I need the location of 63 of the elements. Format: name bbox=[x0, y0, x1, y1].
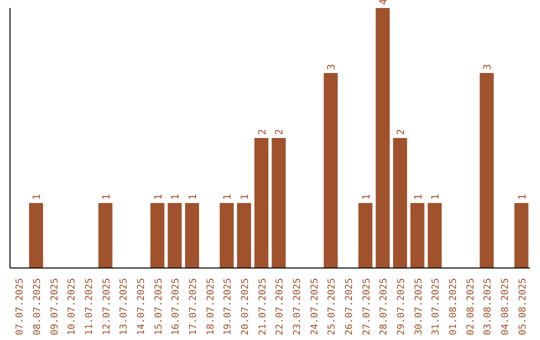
data-label: 2 bbox=[396, 128, 408, 135]
x-tick-label: 04.08.2025 bbox=[500, 278, 511, 336]
x-tick-label: 25.07.2025 bbox=[326, 278, 338, 336]
x-tick-label: 30.07.2025 bbox=[413, 278, 424, 336]
data-label: 1 bbox=[430, 194, 442, 200]
x-tick-label: 11.07.2025 bbox=[84, 278, 95, 336]
bar bbox=[168, 203, 182, 268]
data-label: 1 bbox=[32, 194, 44, 200]
bar bbox=[29, 203, 44, 268]
data-label: 1 bbox=[361, 194, 372, 200]
x-tick-label: 14.07.2025 bbox=[136, 278, 147, 336]
x-tick-label: 01.08.2025 bbox=[448, 278, 459, 336]
bar bbox=[150, 203, 164, 268]
bar bbox=[272, 138, 286, 268]
bar bbox=[185, 203, 200, 268]
x-tick-label: 15.07.2025 bbox=[153, 278, 164, 336]
bar bbox=[376, 8, 390, 268]
bar bbox=[393, 138, 408, 268]
x-tick-label: 05.08.2025 bbox=[517, 278, 528, 336]
data-label: 2 bbox=[274, 128, 286, 135]
x-tick-label: 21.07.2025 bbox=[257, 278, 268, 336]
bar bbox=[220, 203, 234, 268]
x-tick-label: 10.07.2025 bbox=[66, 278, 78, 336]
x-tick-label: 23.07.2025 bbox=[292, 278, 303, 336]
x-tick-label: 08.07.2025 bbox=[32, 278, 43, 336]
x-tick-label: 31.07.2025 bbox=[430, 278, 442, 336]
x-tick-label: 24.07.2025 bbox=[309, 278, 320, 336]
x-tick-label: 27.07.2025 bbox=[361, 278, 372, 336]
bar bbox=[324, 73, 338, 268]
bar bbox=[480, 73, 494, 268]
x-tick-label: 07.07.2025 bbox=[14, 278, 26, 336]
x-tick-label: 29.07.2025 bbox=[396, 278, 407, 336]
data-label: 3 bbox=[326, 64, 338, 70]
data-label: 1 bbox=[240, 194, 252, 200]
data-label: 1 bbox=[413, 194, 424, 200]
x-tick-label: 18.07.2025 bbox=[205, 278, 216, 336]
x-tick-label: 17.07.2025 bbox=[188, 278, 199, 336]
x-tick-label: 26.07.2025 bbox=[344, 278, 355, 336]
data-label: 3 bbox=[482, 64, 494, 70]
data-label: 1 bbox=[101, 194, 112, 200]
x-tick-label: 09.07.2025 bbox=[49, 278, 60, 336]
x-tick-label: 02.08.2025 bbox=[465, 278, 476, 336]
bar bbox=[98, 203, 112, 268]
x-tick-label: 13.07.2025 bbox=[118, 278, 130, 336]
bar bbox=[237, 203, 252, 268]
x-tick-label: 16.07.2025 bbox=[170, 278, 182, 336]
bar bbox=[514, 203, 528, 268]
x-tick-label: 19.07.2025 bbox=[222, 278, 234, 336]
data-label: 1 bbox=[170, 194, 182, 200]
bar bbox=[410, 203, 424, 268]
x-tick-label: 28.07.2025 bbox=[378, 278, 390, 336]
x-tick-label: 22.07.2025 bbox=[274, 278, 286, 336]
bar bbox=[254, 138, 268, 268]
data-label: 1 bbox=[222, 194, 234, 200]
x-tick-label: 12.07.2025 bbox=[101, 278, 112, 336]
bar bbox=[358, 203, 372, 268]
data-label: 1 bbox=[153, 194, 164, 200]
data-label: 1 bbox=[517, 194, 528, 200]
data-label: 1 bbox=[188, 194, 200, 200]
x-tick-label: 20.07.2025 bbox=[240, 278, 251, 336]
data-label: 2 bbox=[257, 128, 268, 135]
x-tick-label: 03.08.2025 bbox=[482, 278, 494, 336]
bar bbox=[428, 203, 442, 268]
